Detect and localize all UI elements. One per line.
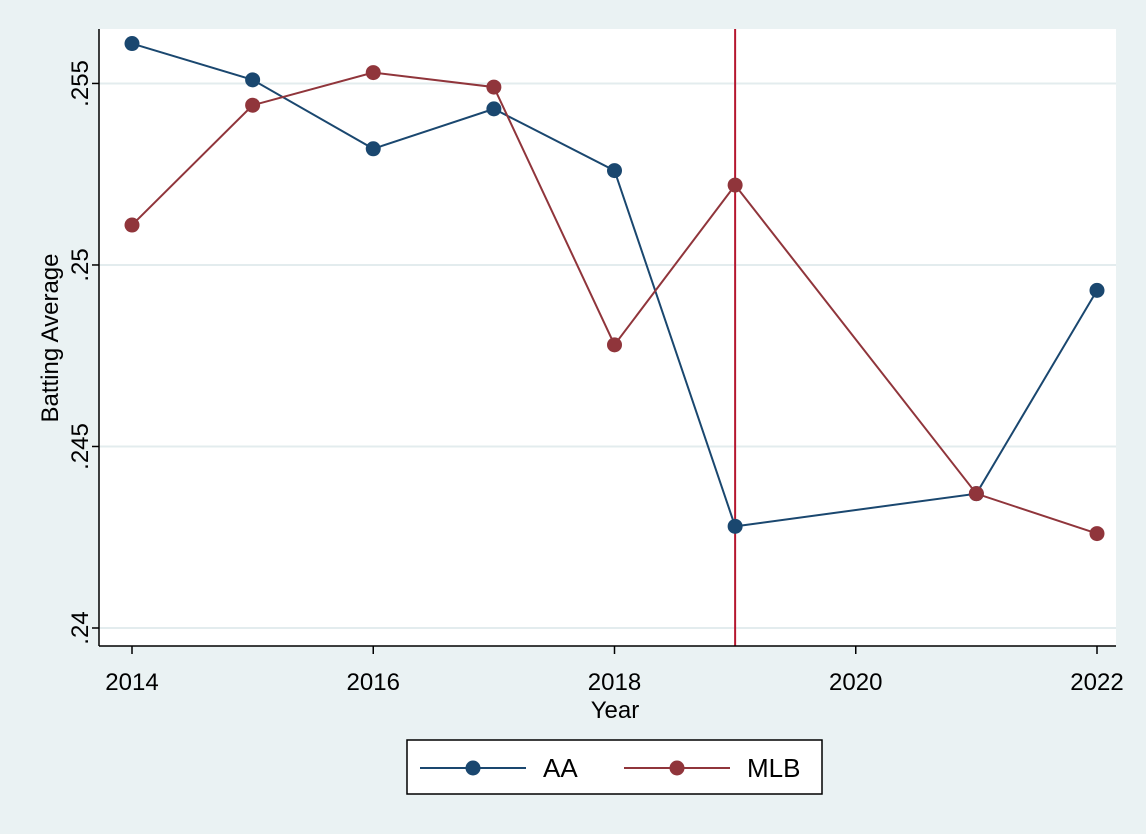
data-point-mlb [727, 177, 743, 193]
data-point-aa [365, 141, 381, 157]
x-tick-label: 2014 [105, 669, 158, 696]
data-point-mlb [607, 337, 622, 353]
y-axis-title: Batting Average [37, 253, 64, 422]
legend-marker-aa [465, 760, 481, 776]
legend-items: AA MLB [420, 753, 800, 783]
series-line-mlb [131, 71, 1098, 535]
data-point-aa [486, 101, 502, 117]
x-tick-label: 2020 [829, 669, 882, 696]
data-point-mlb [124, 217, 140, 233]
x-tick-label: 2022 [1070, 669, 1123, 696]
data-point-aa [727, 518, 743, 534]
data-point-mlb [1089, 526, 1105, 542]
data-point-mlb [968, 486, 984, 502]
x-tick-label: 2016 [347, 669, 400, 696]
data-point-mlb [365, 65, 381, 81]
legend-label-mlb: MLB [747, 753, 800, 783]
plot-area [99, 29, 1116, 646]
series-group [124, 36, 1105, 542]
axis-ticks: .24 .245 .25 .255 2014 2016 2018 2020 2022 [67, 60, 1124, 696]
data-point-aa [607, 163, 622, 179]
x-tick-label: 2018 [588, 669, 641, 696]
data-point-mlb [486, 79, 502, 95]
data-point-aa [124, 36, 140, 52]
data-point-aa [1089, 282, 1105, 298]
gridlines [99, 82, 1116, 629]
y-tick-label: .255 [67, 60, 94, 107]
legend: AA MLB [406, 739, 823, 795]
legend-marker-mlb [669, 760, 685, 776]
legend-label-aa: AA [543, 753, 578, 783]
y-tick-label: .25 [67, 248, 94, 281]
data-point-mlb [245, 97, 261, 113]
y-tick-label: .245 [67, 423, 94, 470]
data-point-aa [245, 72, 261, 88]
y-tick-label: .24 [67, 611, 94, 644]
x-axis-title: Year [591, 697, 640, 724]
series-line-aa [131, 42, 1098, 528]
